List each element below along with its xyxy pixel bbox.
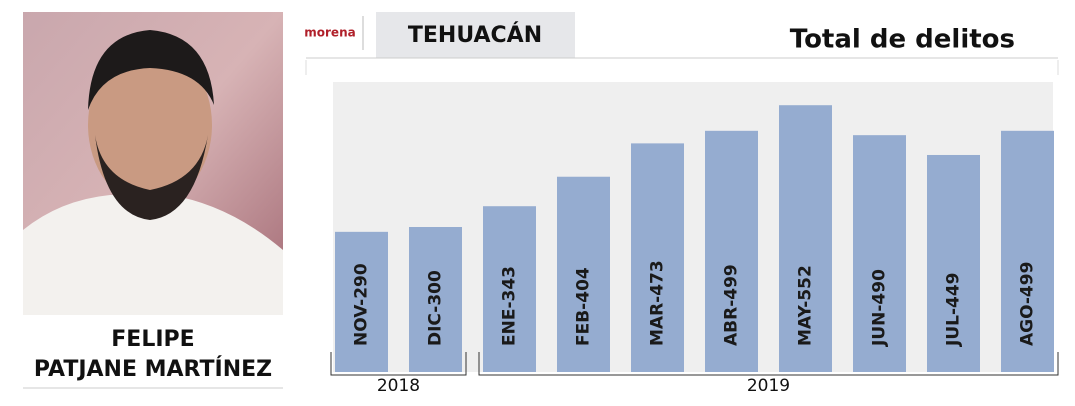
bar-label: FEB-404 <box>574 267 594 346</box>
bar <box>853 135 906 372</box>
city-box <box>376 12 575 58</box>
bar <box>631 143 684 372</box>
bar-label: MAR-473 <box>648 260 668 346</box>
bar-label: MAY-552 <box>796 265 816 346</box>
bar-label: AGO-499 <box>1018 262 1038 346</box>
city: TEHUACÁN <box>408 22 542 48</box>
bar-label: ABR-499 <box>722 264 742 346</box>
bar-label: JUL-449 <box>944 272 964 347</box>
group-label-bg <box>738 376 799 398</box>
logo: morena <box>304 26 355 40</box>
bar <box>705 130 758 372</box>
bar-label: ENE-343 <box>500 266 520 346</box>
frame <box>305 60 1059 75</box>
bar-label: DIC-300 <box>426 270 446 346</box>
bar <box>335 231 388 372</box>
bar <box>1001 130 1054 372</box>
group-label: 2019 <box>747 376 790 396</box>
bar <box>927 154 980 372</box>
bar <box>779 105 832 372</box>
person-name: FELIPE <box>111 327 194 352</box>
group-bracket <box>330 352 467 376</box>
group-label-bg <box>368 376 429 398</box>
bar-label: JUN-490 <box>870 269 890 347</box>
group-label: 2018 <box>377 376 420 396</box>
person-name: PATJANE MARTÍNEZ <box>34 356 272 382</box>
group-bracket <box>478 352 1059 376</box>
chart-title: Total de delitos <box>790 25 1015 55</box>
bar-label: NOV-290 <box>352 263 372 346</box>
bar <box>409 227 462 372</box>
bar <box>483 206 536 372</box>
bar <box>557 176 610 372</box>
photo <box>23 12 283 315</box>
